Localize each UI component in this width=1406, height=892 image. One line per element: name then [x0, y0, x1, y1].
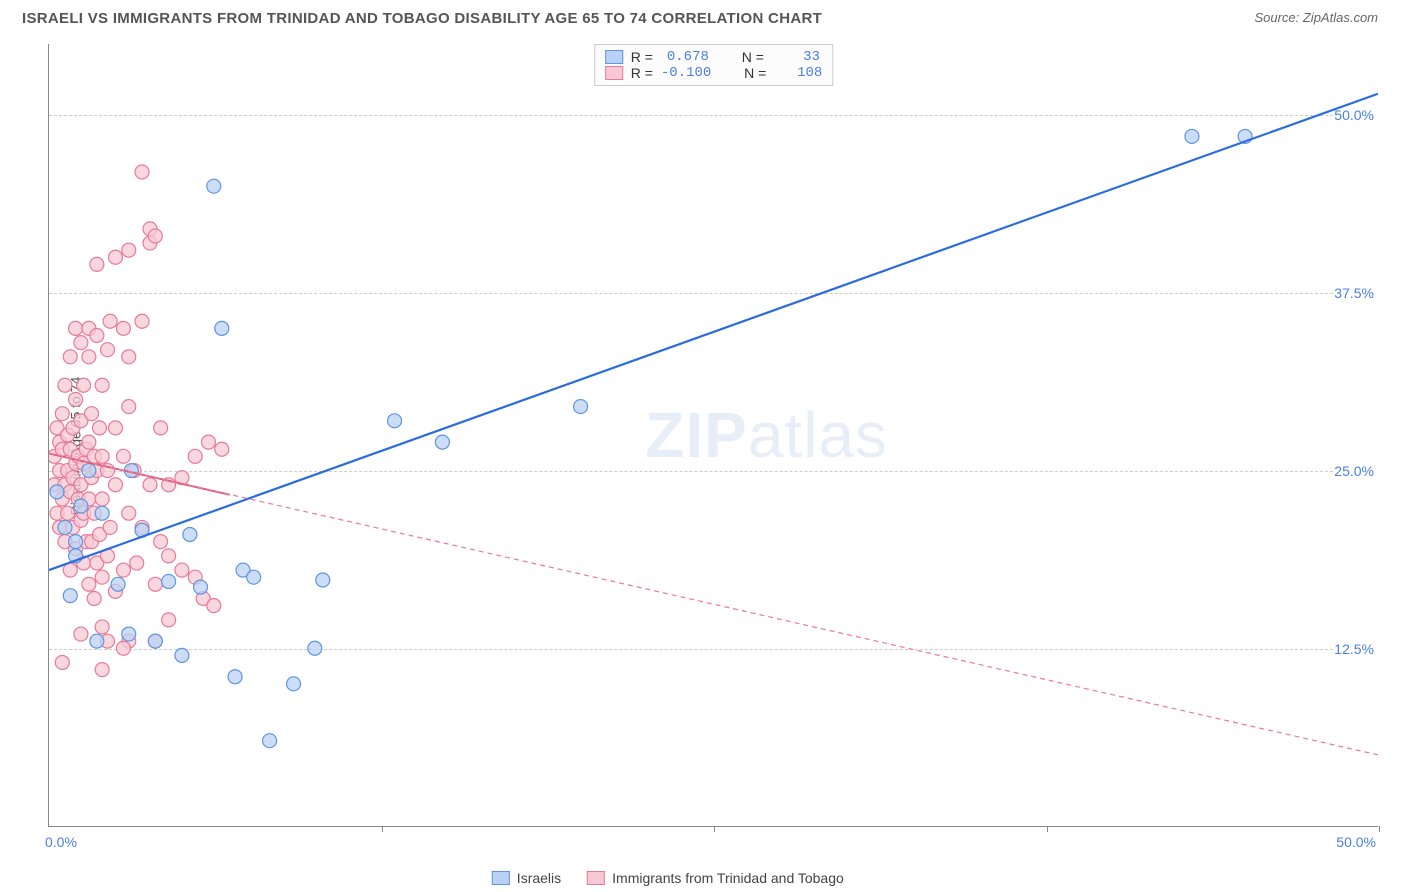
- source-label: Source: ZipAtlas.com: [1254, 10, 1378, 25]
- legend-label: Immigrants from Trinidad and Tobago: [612, 870, 844, 886]
- series-legend: Israelis Immigrants from Trinidad and Tob…: [492, 870, 844, 886]
- legend-swatch: [587, 871, 605, 885]
- x-tick-mark: [714, 826, 715, 832]
- legend-row: R =-0.100 N =108: [605, 65, 823, 81]
- x-tick-mark: [1047, 826, 1048, 832]
- x-tick-mark: [1379, 826, 1380, 832]
- legend-swatch: [492, 871, 510, 885]
- chart-title: ISRAELI VS IMMIGRANTS FROM TRINIDAD AND …: [22, 10, 822, 27]
- x-tick-end: 50.0%: [1336, 834, 1376, 850]
- legend-swatch: [605, 66, 623, 80]
- scatter-svg: [49, 44, 1378, 826]
- x-tick-mark: [382, 826, 383, 832]
- legend-swatch: [605, 50, 623, 64]
- legend-label: Israelis: [517, 870, 561, 886]
- legend-item: Immigrants from Trinidad and Tobago: [587, 870, 844, 886]
- correlation-legend: R =0.678 N =33R =-0.100 N =108: [594, 44, 834, 86]
- x-tick-start: 0.0%: [45, 834, 77, 850]
- legend-item: Israelis: [492, 870, 561, 886]
- chart-plot-area: ZIPatlas R =0.678 N =33R =-0.100 N =108 …: [48, 44, 1378, 827]
- legend-row: R =0.678 N =33: [605, 49, 823, 65]
